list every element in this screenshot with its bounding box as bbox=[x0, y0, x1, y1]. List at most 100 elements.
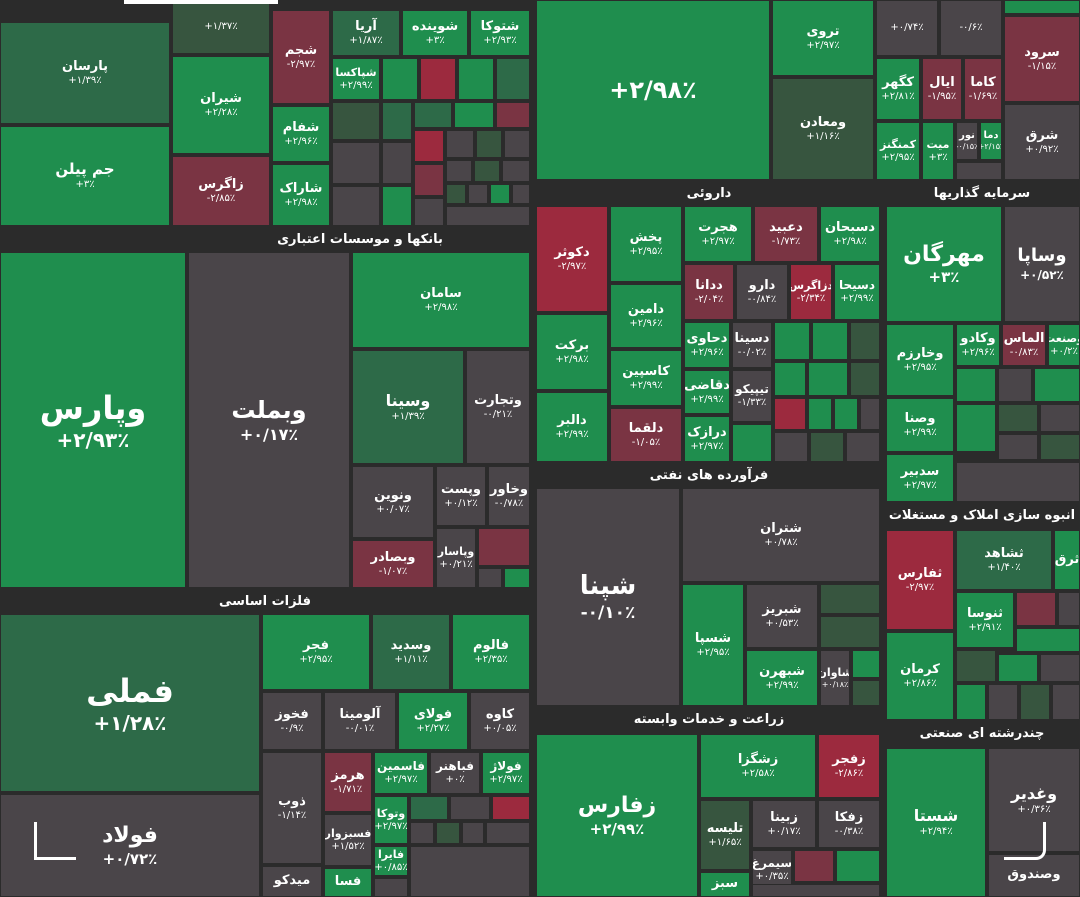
stock-tile[interactable]: دما+۲/۱۵٪ bbox=[980, 122, 1002, 160]
stock-tile[interactable] bbox=[1058, 592, 1080, 626]
stock-tile[interactable] bbox=[458, 58, 494, 100]
stock-tile[interactable]: ومعادن +۱/۱۶٪ bbox=[772, 78, 874, 180]
stock-tile[interactable]: ثرق bbox=[1054, 530, 1080, 590]
stock-tile[interactable]: شتران +۰/۷۸٪ bbox=[682, 488, 880, 582]
stock-tile[interactable] bbox=[492, 796, 530, 820]
stock-tile[interactable] bbox=[512, 184, 530, 204]
stock-tile[interactable]: دارو -۰/۸۴٪ bbox=[736, 264, 788, 320]
stock-tile[interactable]: فاسمین +۲/۹۷٪ bbox=[374, 752, 428, 794]
stock-tile[interactable] bbox=[454, 102, 494, 128]
stock-tile[interactable] bbox=[502, 160, 530, 182]
stock-tile[interactable] bbox=[414, 164, 444, 196]
stock-tile[interactable]: هرمز -۱/۷۱٪ bbox=[324, 752, 372, 812]
stock-tile[interactable]: میدکو bbox=[262, 866, 322, 897]
stock-tile[interactable]: نور -۰/۱۵٪ bbox=[956, 122, 978, 160]
stock-tile[interactable]: شاراک +۲/۹۸٪ bbox=[272, 164, 330, 226]
stock-tile[interactable]: وغدیر +۰/۳۶٪ bbox=[988, 748, 1080, 852]
stock-tile[interactable] bbox=[496, 102, 530, 128]
stock-tile[interactable]: آریا +۱/۸۷٪ bbox=[332, 10, 400, 56]
stock-tile[interactable] bbox=[774, 362, 806, 396]
stock-tile[interactable] bbox=[860, 398, 880, 430]
stock-tile[interactable]: وساپا +۰/۵۲٪ bbox=[1004, 206, 1080, 322]
stock-tile[interactable]: -۰/۶٪ bbox=[940, 0, 1002, 56]
stock-tile[interactable]: کاوه +۰/۰۵٪ bbox=[470, 692, 530, 750]
stock-tile[interactable] bbox=[810, 432, 844, 462]
stock-tile[interactable]: ایال -۱/۹۵٪ bbox=[922, 58, 962, 120]
stock-tile[interactable] bbox=[752, 884, 880, 897]
stock-tile[interactable]: زفارس +۲/۹۹٪ bbox=[536, 734, 698, 897]
stock-tile[interactable] bbox=[486, 822, 530, 844]
stock-tile[interactable]: وپست +۰/۱۲٪ bbox=[436, 466, 486, 526]
stock-tile[interactable]: دلقما -۱/۰۵٪ bbox=[610, 408, 682, 462]
stock-tile[interactable] bbox=[774, 432, 808, 462]
stock-tile[interactable] bbox=[998, 404, 1038, 432]
stock-tile[interactable] bbox=[476, 130, 502, 158]
stock-tile[interactable]: تلیسه +۱/۶۵٪ bbox=[700, 800, 750, 870]
stock-tile[interactable]: سامان +۲/۹۸٪ bbox=[352, 252, 530, 348]
stock-tile[interactable]: فایرا +۰/۸۵٪ bbox=[374, 846, 408, 876]
stock-tile[interactable]: فباهنر +۰٪ bbox=[430, 752, 480, 794]
stock-tile[interactable]: سرود -۱/۱۵٪ bbox=[1004, 16, 1080, 102]
stock-tile[interactable] bbox=[808, 398, 832, 430]
stock-tile[interactable]: +۱/۳۷٪ bbox=[172, 0, 270, 54]
stock-tile[interactable] bbox=[446, 160, 472, 182]
stock-tile[interactable] bbox=[414, 130, 444, 162]
stock-tile[interactable]: وکادو +۲/۹۶٪ bbox=[956, 324, 1000, 366]
stock-tile[interactable]: فولای +۲/۲۷٪ bbox=[398, 692, 468, 750]
stock-tile[interactable]: کرمان +۲/۸۶٪ bbox=[886, 632, 954, 720]
stock-tile[interactable]: شسپا +۲/۹۵٪ bbox=[682, 584, 744, 706]
stock-tile[interactable] bbox=[382, 142, 412, 184]
stock-tile[interactable] bbox=[1052, 684, 1080, 720]
stock-tile[interactable] bbox=[478, 528, 530, 566]
stock-tile[interactable] bbox=[478, 568, 502, 588]
stock-tile[interactable]: دسیحا +۲/۹۹٪ bbox=[834, 264, 880, 320]
stock-tile[interactable]: تروی +۲/۹۷٪ bbox=[772, 0, 874, 76]
stock-tile[interactable]: دزاگرس -۲/۳۴٪ bbox=[790, 264, 832, 320]
stock-tile[interactable]: فملی +۱/۲۸٪ bbox=[0, 614, 260, 792]
stock-tile[interactable] bbox=[1040, 404, 1080, 432]
stock-tile[interactable] bbox=[836, 850, 880, 882]
stock-tile[interactable] bbox=[468, 184, 488, 204]
stock-tile[interactable]: وخارزم +۲/۹۵٪ bbox=[886, 324, 954, 396]
stock-tile[interactable] bbox=[852, 650, 880, 678]
stock-tile[interactable] bbox=[382, 58, 418, 100]
stock-tile[interactable] bbox=[1016, 592, 1056, 626]
stock-tile[interactable]: میت +۳٪ bbox=[922, 122, 954, 180]
stock-tile[interactable]: کاما -۱/۶۹٪ bbox=[964, 58, 1002, 120]
stock-tile[interactable] bbox=[474, 160, 500, 182]
stock-tile[interactable] bbox=[998, 434, 1038, 460]
stock-tile[interactable]: وسدید +۱/۱۱٪ bbox=[372, 614, 450, 690]
stock-tile[interactable]: شبریز +۰/۵۳٪ bbox=[746, 584, 818, 648]
stock-tile[interactable]: شستا +۲/۹۴٪ bbox=[886, 748, 986, 897]
stock-tile[interactable] bbox=[956, 650, 996, 682]
stock-tile[interactable]: دقاضی +۲/۹۹٪ bbox=[684, 370, 730, 414]
stock-tile[interactable] bbox=[446, 184, 466, 204]
stock-tile[interactable] bbox=[382, 102, 412, 140]
stock-tile[interactable]: دحاوی +۲/۹۶٪ bbox=[684, 322, 730, 368]
stock-tile[interactable] bbox=[446, 130, 474, 158]
stock-tile[interactable] bbox=[504, 568, 530, 588]
stock-tile[interactable] bbox=[1040, 434, 1080, 460]
stock-tile[interactable]: فولاژ +۲/۹۷٪ bbox=[482, 752, 530, 794]
stock-tile[interactable]: سبز bbox=[700, 872, 750, 897]
stock-tile[interactable]: شپنا -۰/۱۰٪ bbox=[536, 488, 680, 706]
stock-tile[interactable] bbox=[410, 846, 530, 897]
stock-tile[interactable]: فخوز -۰/۹٪ bbox=[262, 692, 322, 750]
stock-tile[interactable]: وصندوق bbox=[988, 854, 1080, 897]
stock-tile[interactable] bbox=[496, 58, 530, 100]
stock-tile[interactable]: دکوثر -۲/۹۷٪ bbox=[536, 206, 608, 312]
stock-tile[interactable] bbox=[732, 424, 772, 462]
stock-tile[interactable]: دالبر +۲/۹۹٪ bbox=[536, 392, 608, 462]
stock-tile[interactable]: زبینا +۰/۱۷٪ bbox=[752, 800, 816, 848]
stock-tile[interactable] bbox=[414, 198, 444, 226]
stock-tile[interactable] bbox=[332, 142, 380, 184]
stock-tile[interactable]: فالوم +۲/۳۵٪ bbox=[452, 614, 530, 690]
stock-tile[interactable]: شفام +۲/۹۶٪ bbox=[272, 106, 330, 162]
stock-tile[interactable]: شبهرن +۲/۹۹٪ bbox=[746, 650, 818, 706]
stock-tile[interactable] bbox=[988, 684, 1018, 720]
stock-tile[interactable]: شاوان+۰/۱۸٪ bbox=[820, 650, 850, 706]
stock-tile[interactable]: وتجارت -۰/۲۱٪ bbox=[466, 350, 530, 464]
stock-tile[interactable] bbox=[820, 584, 880, 614]
stock-tile[interactable]: مهرگان +۳٪ bbox=[886, 206, 1002, 322]
stock-tile[interactable] bbox=[846, 432, 880, 462]
